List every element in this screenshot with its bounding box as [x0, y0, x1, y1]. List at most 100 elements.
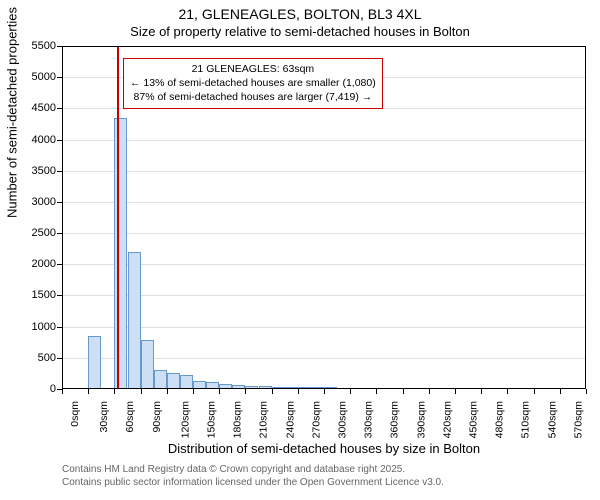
- xtick-label: 510sqm: [520, 401, 532, 438]
- xtick-label: 330sqm: [363, 401, 375, 438]
- gridline-h: [62, 171, 586, 172]
- histogram-bar: [311, 387, 324, 389]
- xtick-mark: [481, 389, 482, 394]
- histogram-bar: [128, 252, 141, 389]
- ytick-label: 0: [50, 383, 56, 395]
- annotation-line: 87% of semi-detached houses are larger (…: [130, 91, 376, 105]
- histogram-bar: [232, 385, 245, 389]
- histogram-bar: [206, 382, 219, 389]
- xtick-mark: [534, 389, 535, 394]
- xtick-mark: [167, 389, 168, 394]
- chart-container: 21, GLENEAGLES, BOLTON, BL3 4XL Size of …: [0, 0, 600, 500]
- ytick-label: 5000: [32, 71, 56, 83]
- xtick-mark: [560, 389, 561, 394]
- ytick-label: 5500: [32, 40, 56, 52]
- ytick-mark: [57, 108, 62, 109]
- xtick-label: 360sqm: [389, 401, 401, 438]
- ytick-mark: [57, 358, 62, 359]
- histogram-bar: [245, 386, 258, 389]
- xtick-label: 60sqm: [124, 401, 136, 433]
- ytick-mark: [57, 264, 62, 265]
- reference-line: [117, 46, 119, 389]
- xtick-label: 570sqm: [572, 401, 584, 438]
- xtick-mark: [88, 389, 89, 394]
- histogram-bar: [141, 340, 154, 389]
- histogram-bar: [219, 384, 232, 389]
- title-block: 21, GLENEAGLES, BOLTON, BL3 4XL Size of …: [0, 6, 600, 39]
- histogram-bar: [259, 386, 272, 389]
- xtick-mark: [324, 389, 325, 394]
- ytick-mark: [57, 46, 62, 47]
- ytick-label: 1500: [32, 289, 56, 301]
- xtick-mark: [114, 389, 115, 394]
- histogram-bar: [298, 387, 311, 389]
- xtick-mark: [403, 389, 404, 394]
- histogram-bar: [285, 387, 298, 389]
- xtick-mark: [141, 389, 142, 394]
- chart-subtitle: Size of property relative to semi-detach…: [0, 24, 600, 39]
- xtick-mark: [245, 389, 246, 394]
- footnote-line2: Contains public sector information licen…: [62, 476, 444, 489]
- xtick-label: 120sqm: [179, 401, 191, 438]
- xtick-label: 300sqm: [337, 401, 349, 438]
- gridline-h: [62, 327, 586, 328]
- xtick-label: 390sqm: [415, 401, 427, 438]
- gridline-h: [62, 295, 586, 296]
- ytick-label: 4500: [32, 102, 56, 114]
- xtick-mark: [62, 389, 63, 394]
- xtick-mark: [507, 389, 508, 394]
- xtick-mark: [429, 389, 430, 394]
- xtick-label: 180sqm: [232, 401, 244, 438]
- ytick-label: 4000: [32, 134, 56, 146]
- x-axis-label: Distribution of semi-detached houses by …: [62, 441, 586, 456]
- xtick-mark: [376, 389, 377, 394]
- ytick-mark: [57, 202, 62, 203]
- xtick-mark: [350, 389, 351, 394]
- xtick-label: 210sqm: [258, 401, 270, 438]
- ytick-label: 2500: [32, 227, 56, 239]
- footnote: Contains HM Land Registry data © Crown c…: [62, 463, 444, 489]
- ytick-label: 3000: [32, 196, 56, 208]
- ytick-mark: [57, 233, 62, 234]
- ytick-mark: [57, 295, 62, 296]
- chart-title: 21, GLENEAGLES, BOLTON, BL3 4XL: [0, 6, 600, 22]
- xtick-mark: [298, 389, 299, 394]
- xtick-label: 150sqm: [206, 401, 218, 438]
- ytick-label: 2000: [32, 258, 56, 270]
- histogram-bar: [167, 373, 180, 389]
- gridline-h: [62, 202, 586, 203]
- ytick-mark: [57, 77, 62, 78]
- histogram-bar: [154, 370, 167, 389]
- xtick-mark: [586, 389, 587, 394]
- ytick-label: 500: [38, 352, 56, 364]
- xtick-label: 420sqm: [441, 401, 453, 438]
- xtick-label: 240sqm: [284, 401, 296, 438]
- xtick-mark: [455, 389, 456, 394]
- gridline-h: [62, 140, 586, 141]
- ytick-label: 3500: [32, 165, 56, 177]
- xtick-label: 480sqm: [494, 401, 506, 438]
- annotation-box: 21 GLENEAGLES: 63sqm← 13% of semi-detach…: [123, 58, 383, 109]
- ytick-mark: [57, 171, 62, 172]
- xtick-label: 450sqm: [468, 401, 480, 438]
- xtick-mark: [272, 389, 273, 394]
- ytick-mark: [57, 327, 62, 328]
- footnote-line1: Contains HM Land Registry data © Crown c…: [62, 463, 444, 476]
- xtick-label: 90sqm: [150, 401, 162, 433]
- histogram-bar: [272, 387, 285, 389]
- ytick-label: 1000: [32, 321, 56, 333]
- gridline-h: [62, 264, 586, 265]
- xtick-label: 270sqm: [310, 401, 322, 438]
- plot-area: 0500100015002000250030003500400045005000…: [62, 46, 586, 389]
- histogram-bar: [180, 375, 193, 389]
- xtick-label: 30sqm: [98, 401, 110, 433]
- annotation-line: ← 13% of semi-detached houses are smalle…: [130, 77, 376, 91]
- xtick-label: 540sqm: [546, 401, 558, 438]
- histogram-bar: [324, 387, 337, 389]
- histogram-bar: [193, 381, 206, 389]
- annotation-line: 21 GLENEAGLES: 63sqm: [130, 63, 376, 77]
- xtick-mark: [219, 389, 220, 394]
- histogram-bar: [88, 336, 101, 389]
- xtick-label: 0sqm: [69, 401, 81, 427]
- xtick-mark: [193, 389, 194, 394]
